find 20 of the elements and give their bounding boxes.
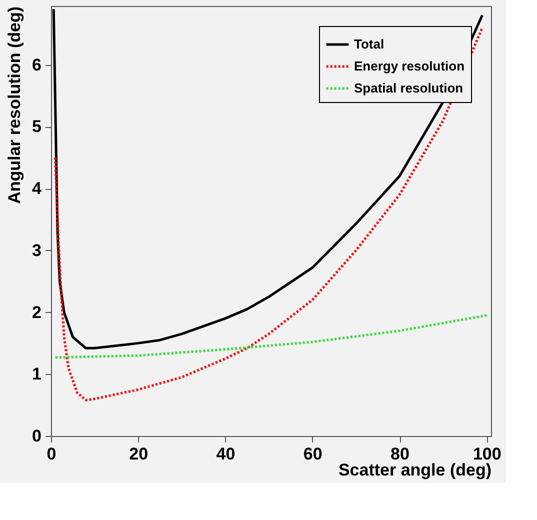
- y-axis-title: Angular resolution (deg): [5, 6, 24, 204]
- y-tick-label: 1: [32, 364, 42, 384]
- x-tick-label: 40: [216, 444, 236, 464]
- y-tick-label: 0: [32, 426, 42, 446]
- x-axis-title: Scatter angle (deg): [338, 460, 492, 480]
- y-tick-label: 2: [32, 302, 42, 322]
- y-tick-label: 3: [32, 240, 42, 260]
- x-tick-label: 0: [46, 444, 56, 464]
- y-tick-label: 6: [32, 55, 42, 74]
- line-series: [54, 26, 484, 402]
- legend-label: Spatial resolution: [354, 80, 464, 96]
- y-tick-label: 5: [32, 117, 42, 136]
- x-tick-label: 20: [129, 444, 148, 464]
- legend-label: Total: [354, 36, 384, 52]
- x-tick-label: 100: [472, 444, 502, 464]
- legend-label: Energy resolution: [354, 58, 465, 74]
- x-tick-label: 80: [390, 444, 410, 464]
- y-tick-label: 4: [32, 179, 42, 198]
- line-series: [54, 314, 488, 359]
- x-tick-label: 60: [303, 444, 322, 464]
